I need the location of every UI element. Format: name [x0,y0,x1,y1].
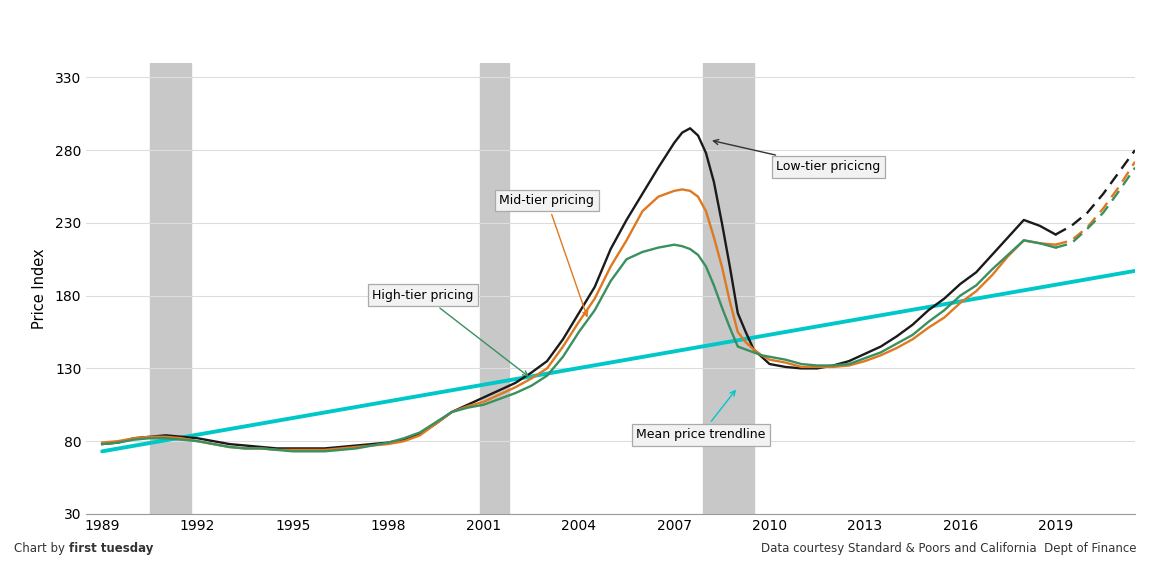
Text: Chart by: Chart by [14,542,69,555]
Text: California Mean Price Trendline: Year 2000=100: California Mean Price Trendline: Year 20… [294,20,856,40]
Text: Low-tier pricicng: Low-tier pricicng [713,139,880,174]
Bar [150,63,191,514]
Text: High-tier pricing: High-tier pricing [373,288,528,376]
Bar [481,63,509,514]
Text: Data courtesy Standard & Poors and California  Dept of Finance: Data courtesy Standard & Poors and Calif… [760,542,1136,555]
Text: Mean price trendline: Mean price trendline [636,391,766,441]
Text: first tuesday: first tuesday [69,542,153,555]
Text: Mid-tier pricing: Mid-tier pricing [499,194,595,316]
Y-axis label: Price Index: Price Index [31,248,46,329]
Bar [703,63,753,514]
